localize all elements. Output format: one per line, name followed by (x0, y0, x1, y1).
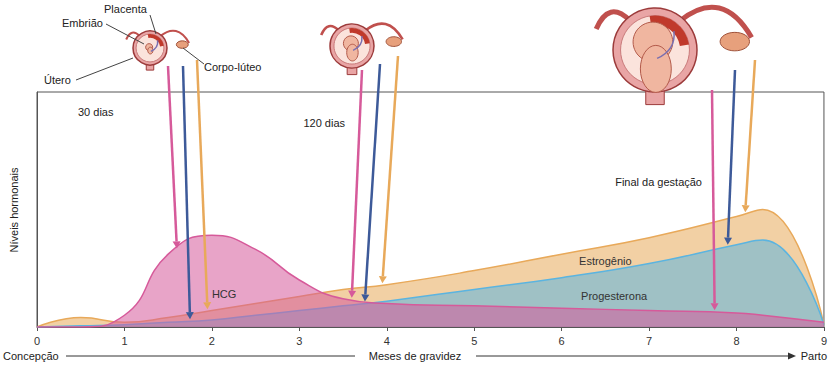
svg-text:Meses de gravidez: Meses de gravidez (369, 350, 461, 362)
svg-text:Parto: Parto (801, 350, 827, 362)
svg-text:8: 8 (733, 335, 739, 347)
svg-text:Placenta: Placenta (104, 3, 148, 15)
svg-text:1: 1 (121, 335, 127, 347)
svg-text:Concepção: Concepção (3, 350, 59, 362)
svg-text:Útero: Útero (44, 74, 71, 86)
svg-text:Final da gestação: Final da gestação (615, 176, 702, 188)
svg-text:5: 5 (471, 335, 477, 347)
svg-text:Embrião: Embrião (62, 17, 103, 29)
svg-text:HCG: HCG (212, 288, 236, 300)
svg-text:120 dias: 120 dias (303, 117, 345, 129)
svg-text:6: 6 (559, 335, 565, 347)
svg-text:0: 0 (34, 335, 40, 347)
svg-text:4: 4 (384, 335, 390, 347)
svg-text:Corpo-lúteo: Corpo-lúteo (204, 61, 261, 73)
svg-text:3: 3 (296, 335, 302, 347)
svg-text:30 dias: 30 dias (78, 106, 114, 118)
svg-text:9: 9 (821, 335, 827, 347)
svg-text:Estrogênio: Estrogênio (579, 255, 632, 267)
svg-text:Progesterona: Progesterona (581, 290, 648, 302)
svg-text:7: 7 (646, 335, 652, 347)
svg-text:2: 2 (209, 335, 215, 347)
svg-text:Níveis hormonais: Níveis hormonais (8, 167, 20, 252)
